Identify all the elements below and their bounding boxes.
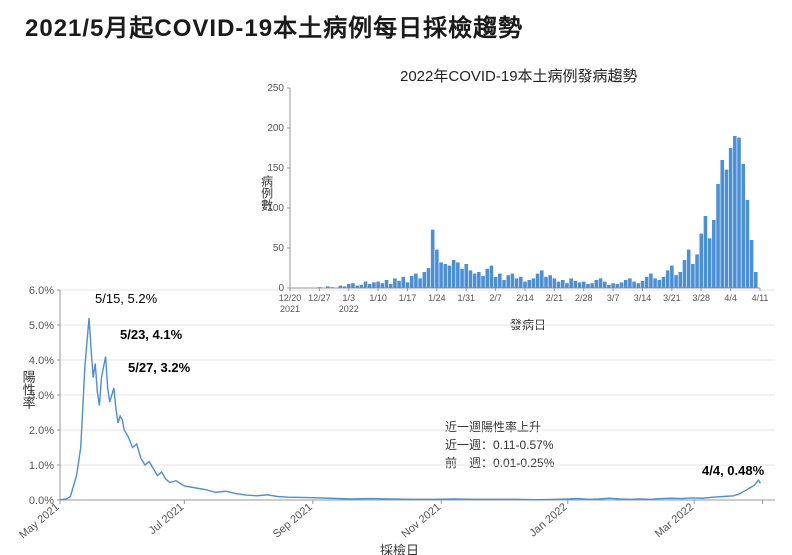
svg-text:1/31: 1/31 xyxy=(457,293,475,303)
svg-text:2.0%: 2.0% xyxy=(29,425,54,437)
svg-text:May 2021: May 2021 xyxy=(17,501,62,541)
svg-text:5.0%: 5.0% xyxy=(29,320,54,332)
svg-text:3/21: 3/21 xyxy=(663,293,681,303)
chart-annotation: 5/27, 3.2% xyxy=(128,360,190,375)
svg-text:12/20: 12/20 xyxy=(279,293,302,303)
svg-text:4/4: 4/4 xyxy=(724,293,737,303)
svg-text:2022: 2022 xyxy=(339,304,359,314)
svg-text:Sep 2021: Sep 2021 xyxy=(271,501,315,540)
svg-text:4.0%: 4.0% xyxy=(29,355,54,367)
svg-text:3/14: 3/14 xyxy=(634,293,652,303)
chart-annotation: 4/4, 0.48% xyxy=(702,463,764,478)
svg-text:3.0%: 3.0% xyxy=(29,390,54,402)
svg-text:4/11: 4/11 xyxy=(752,293,769,303)
svg-text:2021: 2021 xyxy=(280,304,300,314)
svg-text:1/10: 1/10 xyxy=(369,293,387,303)
svg-text:Jan 2022: Jan 2022 xyxy=(527,501,569,539)
svg-text:150: 150 xyxy=(267,163,284,174)
svg-text:1/24: 1/24 xyxy=(428,293,446,303)
svg-text:2/21: 2/21 xyxy=(546,293,564,303)
svg-text:100: 100 xyxy=(267,203,284,214)
svg-text:2/7: 2/7 xyxy=(489,293,502,303)
chart-annotation: 5/15, 5.2% xyxy=(95,291,157,306)
svg-text:250: 250 xyxy=(267,83,284,94)
svg-text:Jul 2021: Jul 2021 xyxy=(147,501,187,537)
chart-annotation: 5/23, 4.1% xyxy=(120,327,182,342)
svg-text:Mar 2022: Mar 2022 xyxy=(653,501,696,540)
svg-text:3/28: 3/28 xyxy=(692,293,710,303)
svg-text:Nov 2021: Nov 2021 xyxy=(399,501,443,540)
svg-text:3/7: 3/7 xyxy=(607,293,620,303)
svg-text:2/28: 2/28 xyxy=(575,293,593,303)
svg-text:200: 200 xyxy=(267,123,284,134)
svg-text:1.0%: 1.0% xyxy=(29,460,54,472)
svg-text:6.0%: 6.0% xyxy=(29,285,54,297)
chart-canvas: 0.0%1.0%2.0%3.0%4.0%5.0%6.0%May 2021Jul … xyxy=(0,0,792,555)
svg-text:2/14: 2/14 xyxy=(516,293,534,303)
svg-text:50: 50 xyxy=(273,243,285,254)
svg-text:1/17: 1/17 xyxy=(399,293,417,303)
svg-text:1/3: 1/3 xyxy=(342,293,355,303)
svg-text:12/27: 12/27 xyxy=(308,293,331,303)
